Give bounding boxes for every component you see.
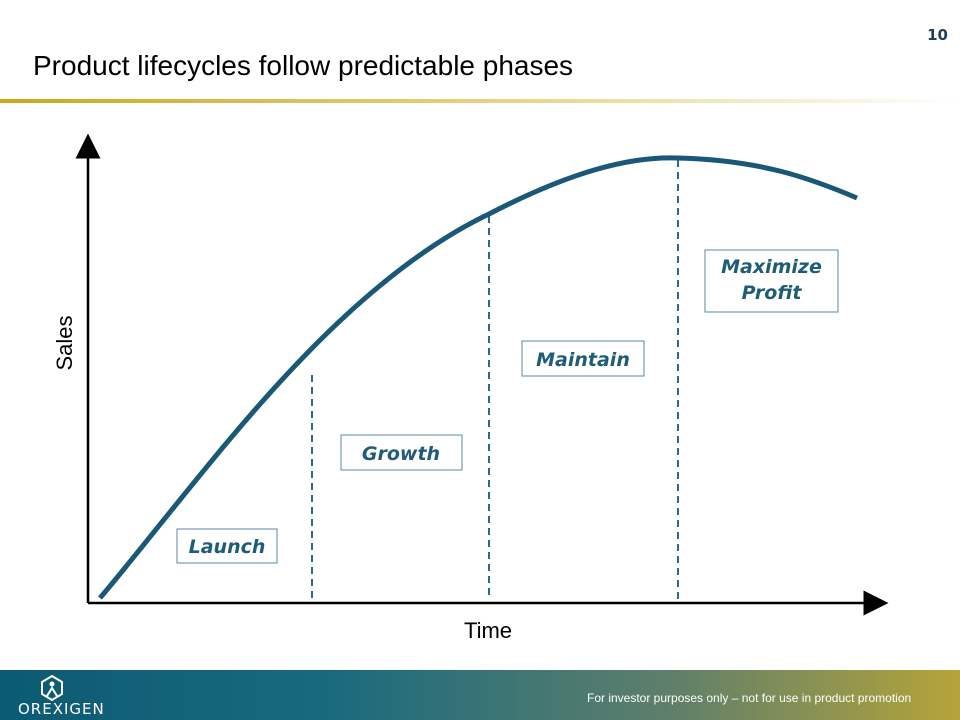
page-number: 10 [927, 26, 948, 44]
phase-box [176, 528, 278, 564]
phase-label: Growth [362, 443, 440, 465]
x-axis-label: Time [464, 618, 512, 643]
logo-icon [41, 674, 63, 702]
footer-band [0, 670, 960, 720]
phase-label: Maximize Profit [721, 256, 822, 304]
phase-box [340, 434, 463, 471]
lifecycle-curve [98, 155, 858, 600]
y-axis-label: Sales [52, 315, 77, 370]
phase-dividers [311, 160, 679, 600]
phase-label: Launch [189, 536, 266, 558]
title: Product lifecycles follow predictable ph… [33, 50, 573, 81]
phase-label-wrap: Maximize Profit [721, 256, 822, 304]
phase-box [521, 340, 645, 377]
disclaimer: For investor purposes only – not for use… [587, 691, 911, 705]
phase-box [704, 249, 839, 313]
title-rule [0, 99, 960, 103]
logo-text: OREXIGEN [18, 700, 105, 718]
phase-label: Maintain [536, 349, 630, 371]
